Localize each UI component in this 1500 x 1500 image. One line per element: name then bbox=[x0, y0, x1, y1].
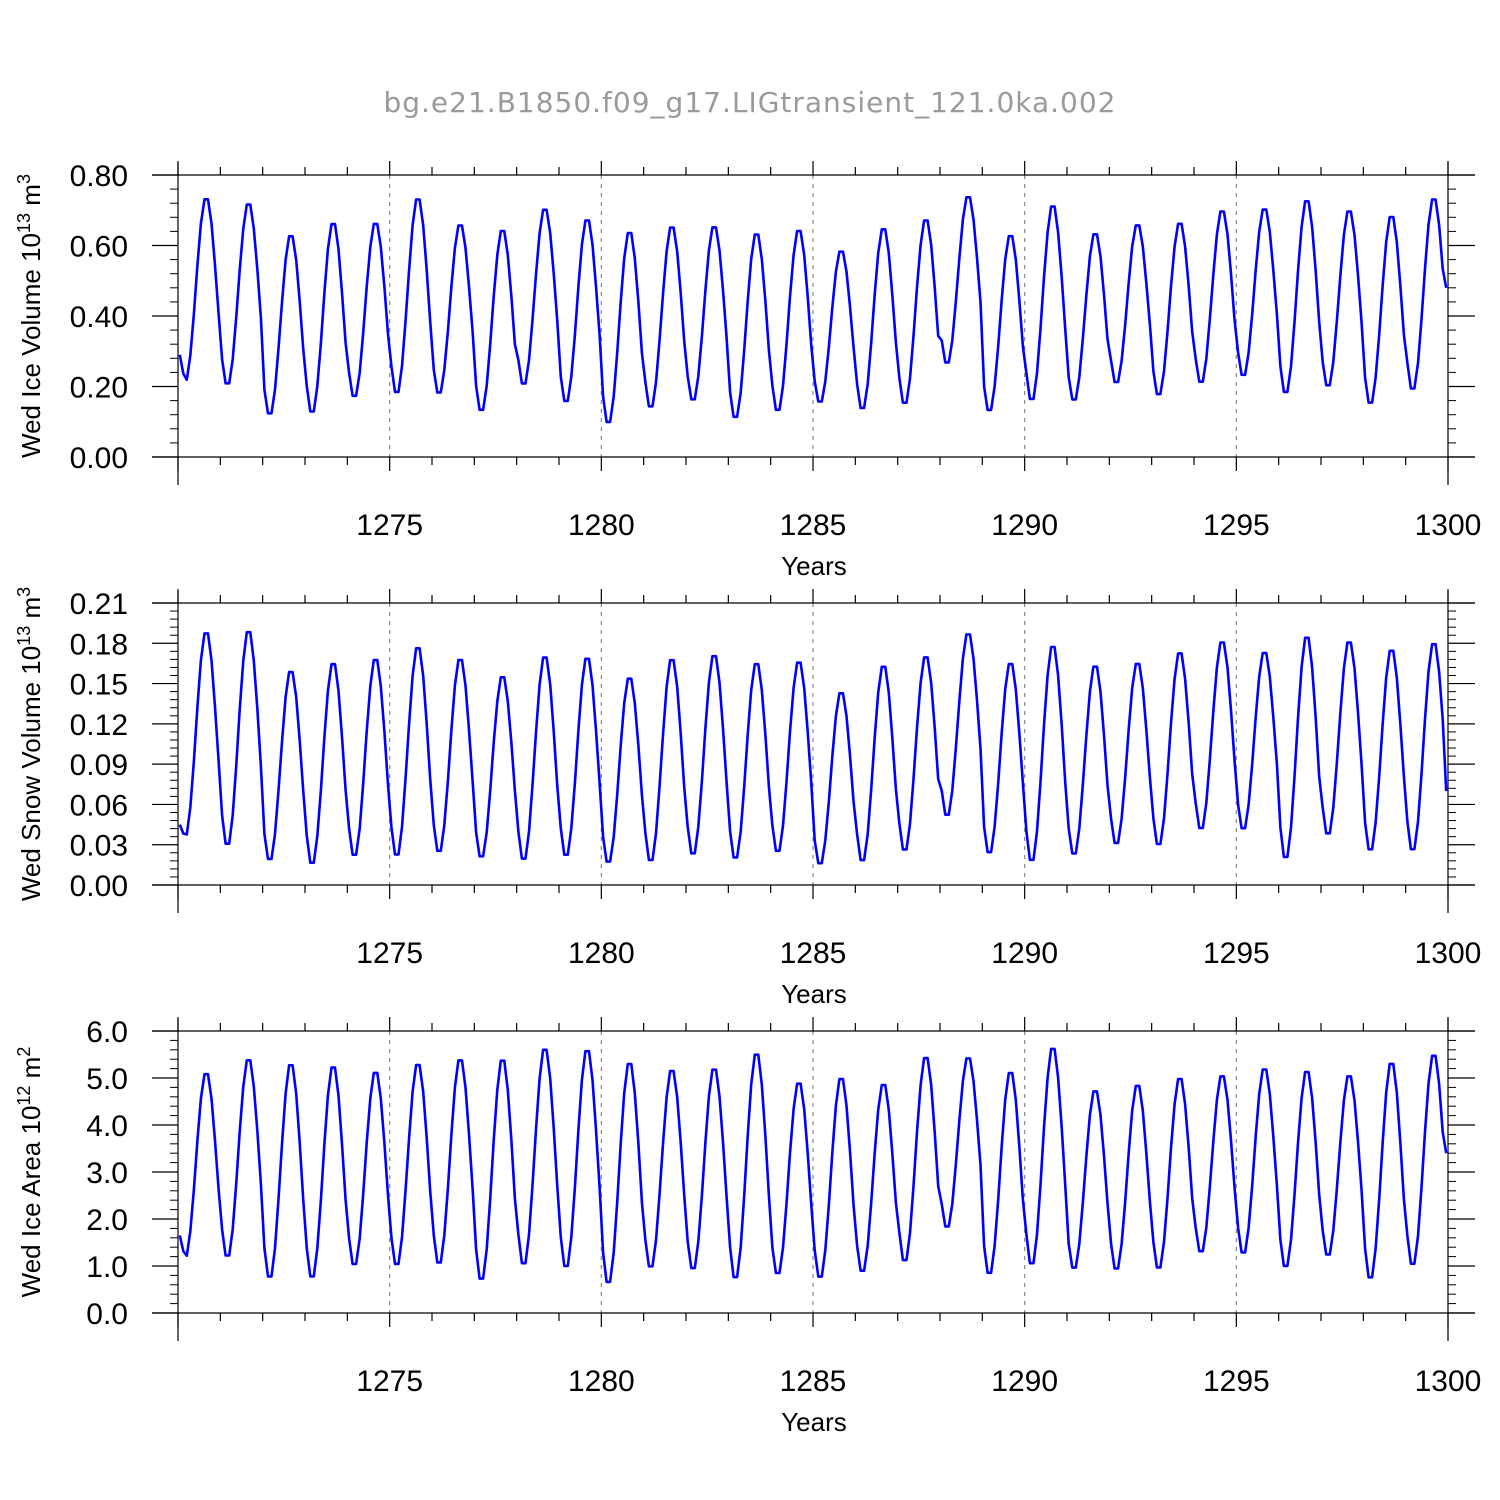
series-line bbox=[178, 1047, 1448, 1284]
y-tick-label: 0.18 bbox=[70, 628, 128, 661]
x-tick-label: 1275 bbox=[356, 509, 423, 542]
x-tick-label: 1280 bbox=[568, 937, 635, 970]
y-axis-label-unit: m bbox=[16, 597, 46, 626]
y-tick-label: 0.09 bbox=[70, 749, 128, 782]
x-tick-label: 1280 bbox=[568, 509, 635, 542]
x-tick-label: 1280 bbox=[568, 1365, 635, 1398]
y-tick-label: 3.0 bbox=[86, 1157, 128, 1190]
y-tick-label: 0.06 bbox=[70, 789, 128, 822]
y-tick-label: 0.60 bbox=[70, 231, 128, 264]
x-tick-label: 1295 bbox=[1203, 937, 1270, 970]
y-axis-label-unit-exponent: 3 bbox=[14, 587, 34, 597]
x-tick-label: 1295 bbox=[1203, 1365, 1270, 1398]
x-tick-label: 1300 bbox=[1415, 509, 1482, 542]
y-tick-label: 2.0 bbox=[86, 1204, 128, 1237]
x-tick-label: 1290 bbox=[991, 937, 1058, 970]
y-tick-label: 0.03 bbox=[70, 830, 128, 863]
x-tick-label: 1285 bbox=[780, 1365, 847, 1398]
y-axis-label-main: Wed Snow Volume 10 bbox=[16, 646, 46, 901]
chart-title: bg.e21.B1850.f09_g17.LIGtransient_121.0k… bbox=[383, 86, 1116, 119]
panel-2: 1275 1280 1285 1290 1295 1300 0.00 0.03 0.06 0.09… bbox=[14, 587, 1481, 1009]
x-axis-label: Years bbox=[781, 551, 847, 581]
y-axis-label: Wed Snow Volume 1013 m3 bbox=[14, 587, 46, 901]
x-axis-label: Years bbox=[781, 1407, 847, 1437]
y-tick-label: 0.40 bbox=[70, 301, 128, 334]
y-axis-label-main: Wed Ice Area 10 bbox=[16, 1106, 46, 1298]
series-line bbox=[178, 196, 1448, 424]
x-tick-label: 1290 bbox=[991, 509, 1058, 542]
x-tick-label: 1285 bbox=[780, 509, 847, 542]
y-tick-label: 0.80 bbox=[70, 160, 128, 193]
x-tick-label: 1290 bbox=[991, 1365, 1058, 1398]
y-tick-label: 1.0 bbox=[86, 1251, 128, 1284]
y-tick-label: 0.0 bbox=[86, 1298, 128, 1331]
y-axis-label-unit: m bbox=[16, 184, 46, 213]
y-axis-label-exponent: 12 bbox=[14, 1086, 34, 1106]
x-tick-label: 1300 bbox=[1415, 937, 1482, 970]
y-tick-label: 0.12 bbox=[70, 709, 128, 742]
y-axis-label: Wed Ice Volume 1013 m3 bbox=[14, 174, 46, 458]
y-tick-label: 5.0 bbox=[86, 1063, 128, 1096]
y-tick-label: 6.0 bbox=[86, 1016, 128, 1049]
y-tick-label: 0.21 bbox=[70, 588, 128, 621]
y-axis-label-unit-exponent: 2 bbox=[14, 1047, 34, 1057]
y-tick-label: 4.0 bbox=[86, 1110, 128, 1143]
y-axis-label-exponent: 13 bbox=[14, 213, 34, 233]
y-axis-label-exponent: 13 bbox=[14, 626, 34, 646]
y-tick-label: 0.20 bbox=[70, 372, 128, 405]
series-line bbox=[178, 630, 1448, 865]
y-tick-label: 0.15 bbox=[70, 669, 128, 702]
panel-1: 1275 1280 1285 1290 1295 1300 0.00 0.20 0.40 0.60… bbox=[14, 160, 1481, 581]
y-axis-label: Wed Ice Area 1012 m2 bbox=[14, 1047, 46, 1298]
x-tick-label: 1300 bbox=[1415, 1365, 1482, 1398]
panel-3: 1275 1280 1285 1290 1295 1300 0.0 1.0 2.0 3.0 4.0 5… bbox=[14, 1016, 1481, 1437]
x-tick-label: 1275 bbox=[356, 937, 423, 970]
x-tick-label: 1285 bbox=[780, 937, 847, 970]
y-axis-label-unit: m bbox=[16, 1057, 46, 1086]
x-tick-label: 1275 bbox=[356, 1365, 423, 1398]
x-axis-label: Years bbox=[781, 979, 847, 1009]
y-axis-label-unit-exponent: 3 bbox=[14, 174, 34, 184]
y-tick-label: 0.00 bbox=[70, 870, 128, 903]
x-tick-label: 1295 bbox=[1203, 509, 1270, 542]
y-tick-label: 0.00 bbox=[70, 442, 128, 475]
y-axis-label-main: Wed Ice Volume 10 bbox=[16, 233, 46, 458]
